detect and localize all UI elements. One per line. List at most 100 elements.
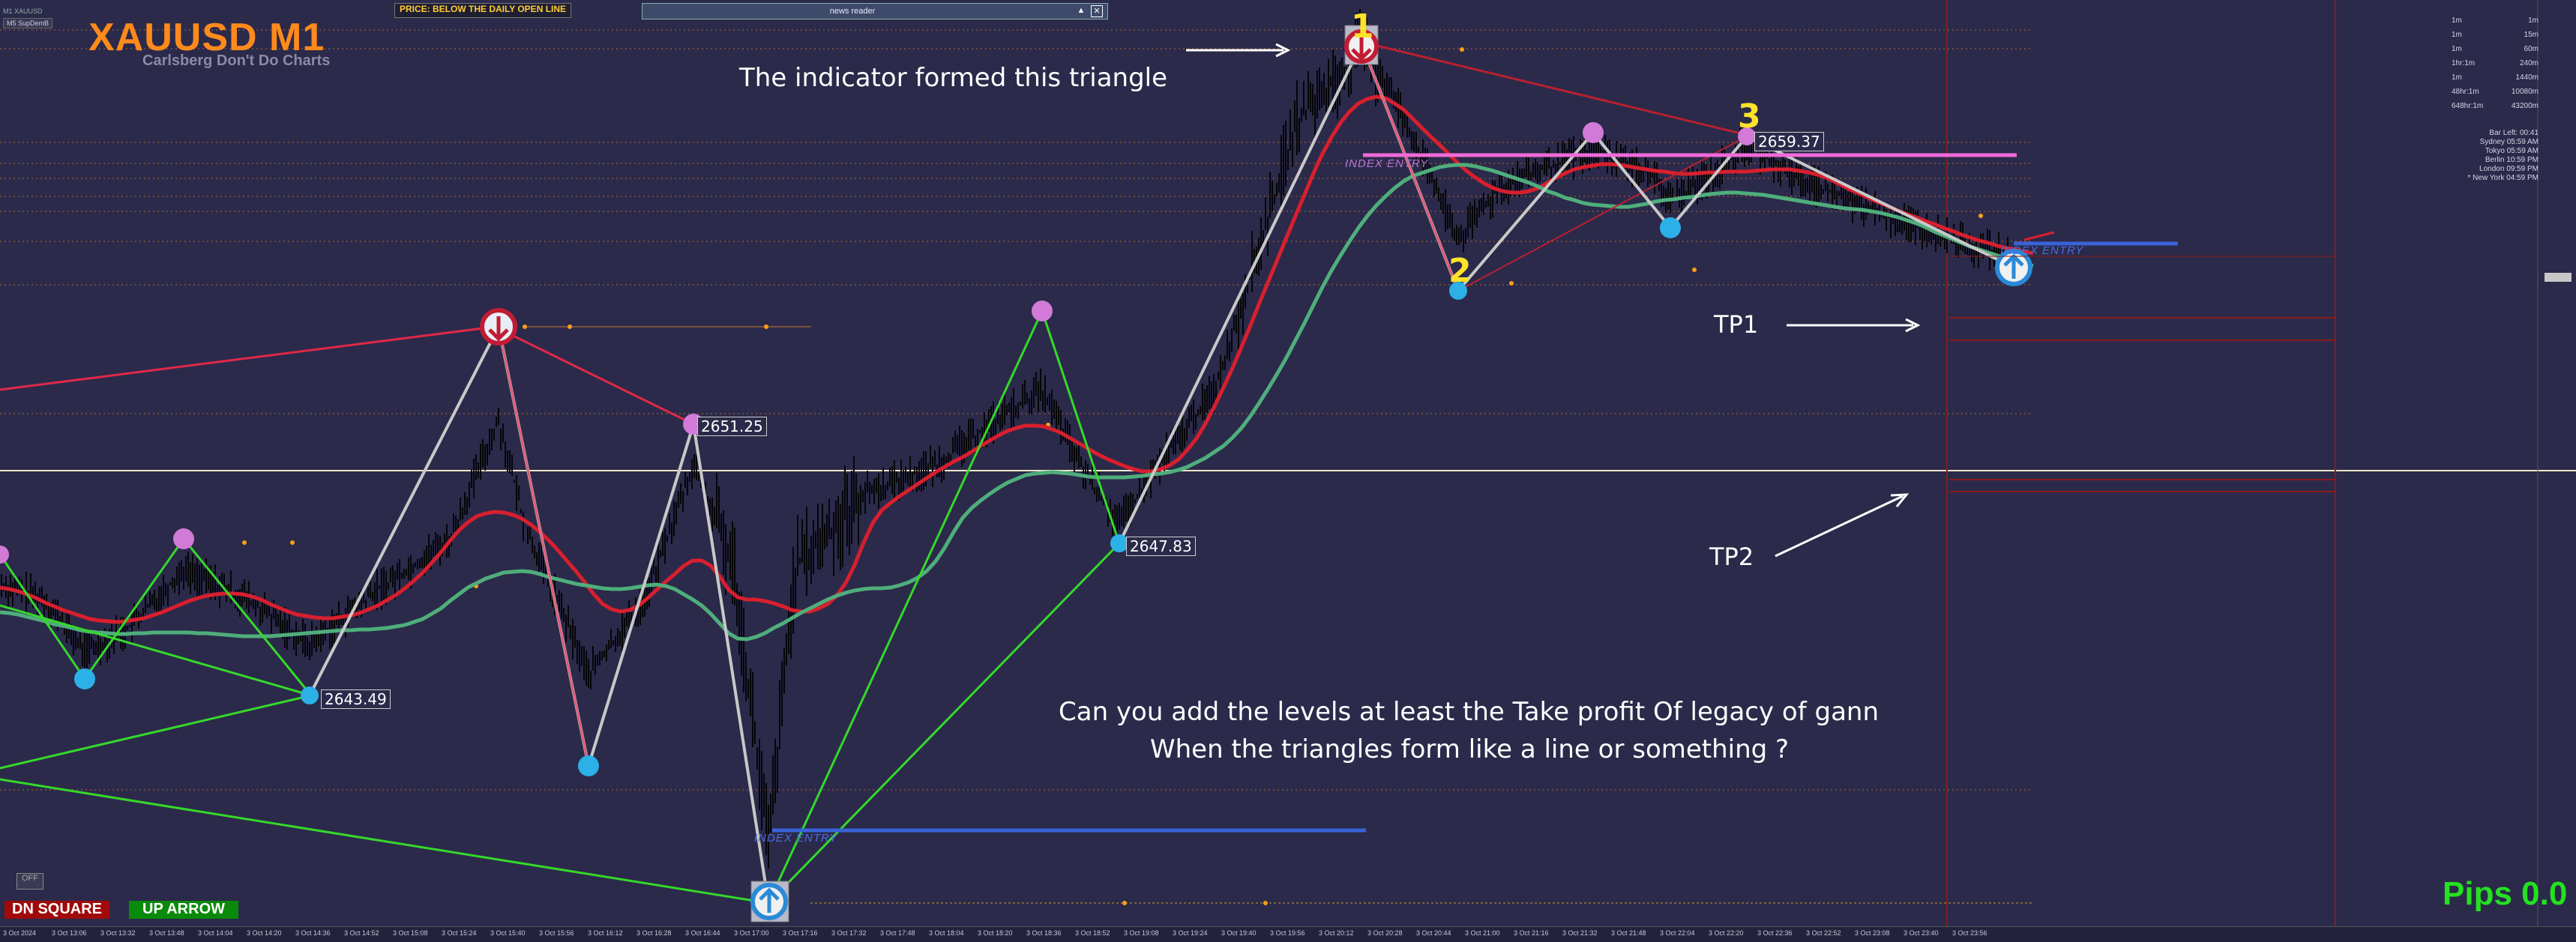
right-price-levels [1949, 231, 2335, 492]
pink-zigzag [1360, 43, 1460, 292]
level-badge [2339, 252, 2384, 261]
time-tick: 3 Oct 15:08 [393, 929, 428, 937]
pivot-markers [0, 25, 2032, 923]
buy-arrow-icon [750, 881, 789, 923]
low-pivot-icon [301, 686, 319, 704]
timeframe-panel: 1m 1m 1m 15m 1m 60m 1hr:1m 240m 1m 1440m 48hr… [2452, 16, 2539, 116]
level-badge [2339, 487, 2384, 496]
time-tick: 3 Oct 17:16 [783, 929, 818, 937]
indicator-tag[interactable]: M5 SupDemB [3, 18, 53, 28]
current-price-badge [2545, 273, 2572, 282]
time-tick: 3 Oct 18:36 [1026, 929, 1062, 937]
time-tick: 3 Oct 15:56 [539, 929, 574, 937]
high-pivot-icon [0, 546, 9, 564]
time-tick: 3 Oct 23:08 [1855, 929, 1890, 937]
green-zigzag [0, 604, 312, 697]
index-entry-label: INDEX ENTRY [754, 832, 838, 845]
dn-square-button[interactable]: DN SQUARE [4, 901, 110, 919]
time-tick: 3 Oct 17:48 [880, 929, 915, 937]
dropdown-arrow-icon[interactable]: ▲ [1077, 6, 1086, 15]
red-trend-line [0, 325, 496, 391]
low-pivot-icon [1110, 534, 1128, 552]
time-tick: 3 Oct 19:08 [1124, 929, 1159, 937]
level-dots [242, 47, 1983, 905]
annotation-arrows [1186, 43, 1921, 558]
triangle-point-2: 2 [1448, 252, 1472, 290]
sell-arrow-icon [1344, 25, 1379, 65]
red-trend-line [1457, 136, 1748, 292]
close-icon[interactable]: ✕ [1091, 5, 1103, 17]
news-reader-label: news reader [829, 7, 876, 16]
time-tick: 3 Oct 14:52 [344, 929, 379, 937]
symbol-tag: M1 XAUUSD [3, 7, 43, 15]
level-dot [523, 324, 527, 329]
timeframe-row: 1m 60m [2452, 45, 2539, 53]
green-zigzag [0, 694, 312, 770]
time-tick: 3 Oct 13:48 [149, 929, 184, 937]
level-badge [2339, 336, 2384, 345]
time-tick: 3 Oct 23:40 [1904, 929, 1939, 937]
low-pivot-icon [1449, 282, 1467, 300]
time-tick: 3 Oct 18:20 [978, 929, 1013, 937]
price-label: 2651.25 [697, 417, 767, 436]
time-tick: 3 Oct 22:20 [1709, 929, 1744, 937]
session-clock-panel: Bar Left: 00:41 Sydney 05:59 AM Tokyo 05… [2467, 129, 2539, 182]
time-tick: 3 Oct 21:16 [1514, 929, 1549, 937]
time-tick: 3 Oct 23:56 [1952, 929, 1987, 937]
timeframe-row: 648hr:1m 43200m [2452, 102, 2539, 110]
time-tick: 3 Oct 19:56 [1270, 929, 1305, 937]
time-tick: 3 Oct 2024 [3, 929, 37, 937]
time-tick: 3 Oct 13:32 [100, 929, 136, 937]
triangle-point-3: 3 [1738, 97, 1761, 136]
level-dot [764, 324, 768, 329]
time-tick: 3 Oct 18:04 [929, 929, 964, 937]
horizontal-levels [0, 29, 2032, 791]
time-tick: 3 Oct 17:00 [734, 929, 769, 937]
price-label: 2647.83 [1126, 537, 1196, 556]
time-tick: 3 Oct 21:00 [1465, 929, 1500, 937]
time-tick: 3 Oct 15:24 [442, 929, 477, 937]
time-tick: 3 Oct 16:44 [685, 929, 720, 937]
news-reader-bar[interactable]: news reader ▲ ✕ [642, 3, 1108, 19]
question-line-2: When the triangles form like a line or s… [1150, 734, 1790, 764]
pips-counter: Pips 0.0 [2443, 875, 2568, 912]
time-tick: 3 Oct 18:52 [1075, 929, 1110, 937]
time-tick: 3 Oct 19:40 [1221, 929, 1257, 937]
price-label: 2643.49 [321, 689, 391, 709]
moving-average-green [0, 163, 2034, 641]
high-pivot-icon [1032, 301, 1053, 321]
question-line-1: Can you add the levels at least the Take… [1059, 697, 1880, 727]
symbol-title: XAUUSD M1 [88, 16, 325, 59]
tp2-label: TP2 [1709, 543, 1754, 571]
time-tick: 3 Oct 14:20 [247, 929, 282, 937]
time-tick: 3 Oct 22:36 [1757, 929, 1793, 937]
time-tick: 3 Oct 20:12 [1319, 929, 1354, 937]
high-pivot-icon [173, 528, 194, 549]
time-tick: 3 Oct 17:32 [831, 929, 867, 937]
moving-average-red [0, 94, 2034, 624]
time-tick: 3 Oct 13:06 [52, 929, 87, 937]
index-entry-label: INDEX ENTRY [1345, 157, 1429, 170]
time-tick: 3 Oct 15:40 [490, 929, 526, 937]
price-label: 2659.37 [1754, 132, 1824, 151]
sell-arrow-icon [480, 308, 517, 345]
level-badge [2339, 475, 2384, 484]
low-pivot-icon [578, 755, 599, 776]
time-tick: 3 Oct 20:28 [1367, 929, 1403, 937]
high-pivot-icon [1583, 122, 1604, 143]
price-status-banner: PRICE: BELOW THE DAILY OPEN LINE [394, 3, 572, 18]
up-arrow-button[interactable]: UP ARROW [129, 901, 238, 919]
chart-subtitle: Carlsberg Don't Do Charts [142, 52, 331, 69]
off-button[interactable]: OFF [16, 873, 43, 890]
high-pivot-icon [1738, 127, 1756, 145]
timeframe-row: 1m 15m [2452, 31, 2539, 39]
level-dot [290, 540, 295, 545]
time-tick: 3 Oct 19:24 [1173, 929, 1208, 937]
time-axis [0, 926, 2576, 942]
level-badge [2339, 313, 2384, 322]
time-tick: 3 Oct 14:36 [295, 929, 331, 937]
time-tick: 3 Oct 14:04 [198, 929, 233, 937]
time-tick: 3 Oct 21:32 [1562, 929, 1598, 937]
triangle-note: The indicator formed this triangle [739, 63, 1168, 93]
